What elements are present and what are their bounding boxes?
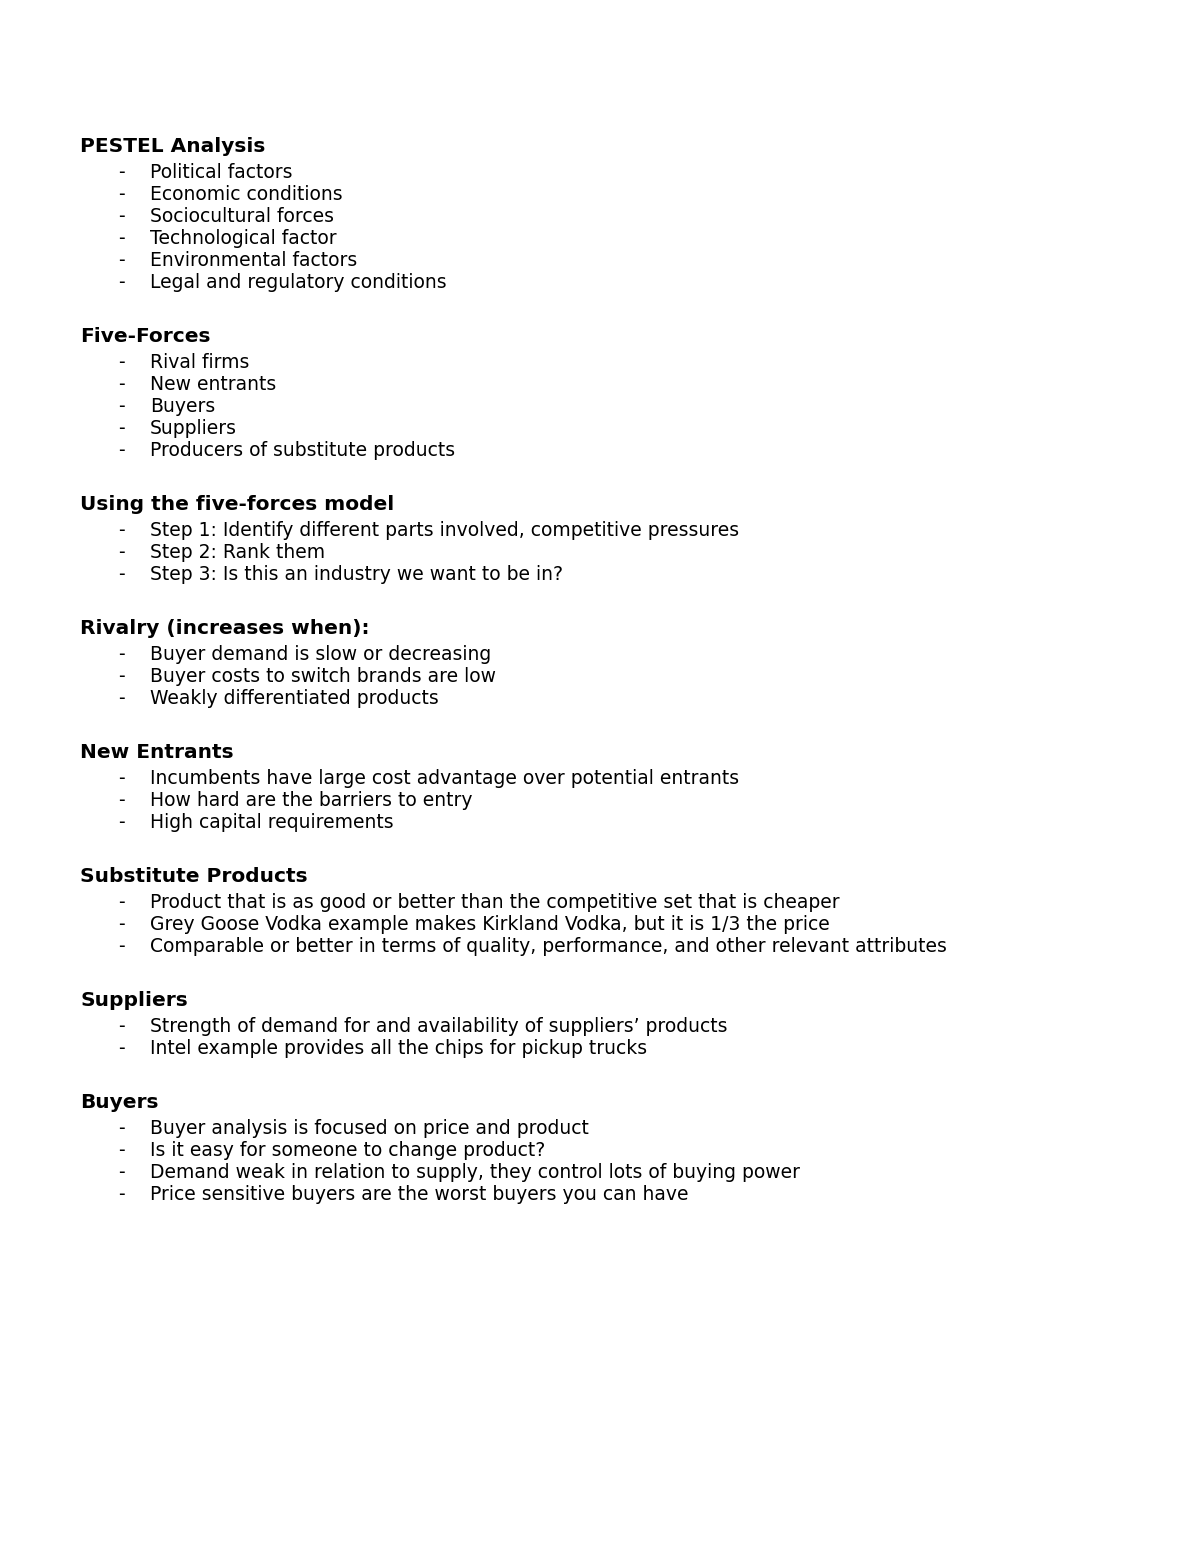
- Text: -: -: [118, 690, 125, 708]
- Text: Economic conditions: Economic conditions: [150, 185, 343, 203]
- Text: -: -: [118, 936, 125, 957]
- Text: -: -: [118, 163, 125, 182]
- Text: High capital requirements: High capital requirements: [150, 814, 394, 832]
- Text: Using the five-forces model: Using the five-forces model: [80, 495, 395, 514]
- Text: Five-Forces: Five-Forces: [80, 328, 210, 346]
- Text: -: -: [118, 419, 125, 438]
- Text: Legal and regulatory conditions: Legal and regulatory conditions: [150, 273, 446, 292]
- Text: -: -: [118, 1163, 125, 1182]
- Text: Substitute Products: Substitute Products: [80, 867, 307, 887]
- Text: Weakly differentiated products: Weakly differentiated products: [150, 690, 439, 708]
- Text: Grey Goose Vodka example makes Kirkland Vodka, but it is 1/3 the price: Grey Goose Vodka example makes Kirkland …: [150, 915, 829, 933]
- Text: -: -: [118, 398, 125, 416]
- Text: -: -: [118, 374, 125, 394]
- Text: New entrants: New entrants: [150, 374, 276, 394]
- Text: -: -: [118, 1120, 125, 1138]
- Text: New Entrants: New Entrants: [80, 742, 234, 763]
- Text: Buyer demand is slow or decreasing: Buyer demand is slow or decreasing: [150, 644, 491, 665]
- Text: PESTEL Analysis: PESTEL Analysis: [80, 137, 265, 155]
- Text: Is it easy for someone to change product?: Is it easy for someone to change product…: [150, 1141, 545, 1160]
- Text: Suppliers: Suppliers: [80, 991, 187, 1009]
- Text: Buyer analysis is focused on price and product: Buyer analysis is focused on price and p…: [150, 1120, 589, 1138]
- Text: Comparable or better in terms of quality, performance, and other relevant attrib: Comparable or better in terms of quality…: [150, 936, 947, 957]
- Text: Sociocultural forces: Sociocultural forces: [150, 207, 334, 227]
- Text: -: -: [118, 790, 125, 811]
- Text: -: -: [118, 769, 125, 787]
- Text: Strength of demand for and availability of suppliers’ products: Strength of demand for and availability …: [150, 1017, 727, 1036]
- Text: Rival firms: Rival firms: [150, 353, 250, 373]
- Text: How hard are the barriers to entry: How hard are the barriers to entry: [150, 790, 473, 811]
- Text: Political factors: Political factors: [150, 163, 293, 182]
- Text: -: -: [118, 565, 125, 584]
- Text: Producers of substitute products: Producers of substitute products: [150, 441, 455, 460]
- Text: -: -: [118, 1185, 125, 1204]
- Text: -: -: [118, 520, 125, 540]
- Text: Intel example provides all the chips for pickup trucks: Intel example provides all the chips for…: [150, 1039, 647, 1058]
- Text: Demand weak in relation to supply, they control lots of buying power: Demand weak in relation to supply, they …: [150, 1163, 800, 1182]
- Text: -: -: [118, 252, 125, 270]
- Text: Technological factor: Technological factor: [150, 228, 337, 248]
- Text: -: -: [118, 1017, 125, 1036]
- Text: -: -: [118, 1039, 125, 1058]
- Text: Buyers: Buyers: [80, 1093, 158, 1112]
- Text: Environmental factors: Environmental factors: [150, 252, 358, 270]
- Text: Incumbents have large cost advantage over potential entrants: Incumbents have large cost advantage ove…: [150, 769, 739, 787]
- Text: -: -: [118, 893, 125, 912]
- Text: -: -: [118, 544, 125, 562]
- Text: -: -: [118, 1141, 125, 1160]
- Text: -: -: [118, 666, 125, 686]
- Text: -: -: [118, 644, 125, 665]
- Text: Product that is as good or better than the competitive set that is cheaper: Product that is as good or better than t…: [150, 893, 840, 912]
- Text: -: -: [118, 273, 125, 292]
- Text: Step 3: Is this an industry we want to be in?: Step 3: Is this an industry we want to b…: [150, 565, 563, 584]
- Text: Suppliers: Suppliers: [150, 419, 238, 438]
- Text: Buyers: Buyers: [150, 398, 215, 416]
- Text: -: -: [118, 915, 125, 933]
- Text: Price sensitive buyers are the worst buyers you can have: Price sensitive buyers are the worst buy…: [150, 1185, 689, 1204]
- Text: Buyer costs to switch brands are low: Buyer costs to switch brands are low: [150, 666, 496, 686]
- Text: -: -: [118, 185, 125, 203]
- Text: -: -: [118, 207, 125, 227]
- Text: Step 1: Identify different parts involved, competitive pressures: Step 1: Identify different parts involve…: [150, 520, 739, 540]
- Text: -: -: [118, 353, 125, 373]
- Text: Step 2: Rank them: Step 2: Rank them: [150, 544, 325, 562]
- Text: -: -: [118, 814, 125, 832]
- Text: Rivalry (increases when):: Rivalry (increases when):: [80, 620, 370, 638]
- Text: -: -: [118, 441, 125, 460]
- Text: -: -: [118, 228, 125, 248]
